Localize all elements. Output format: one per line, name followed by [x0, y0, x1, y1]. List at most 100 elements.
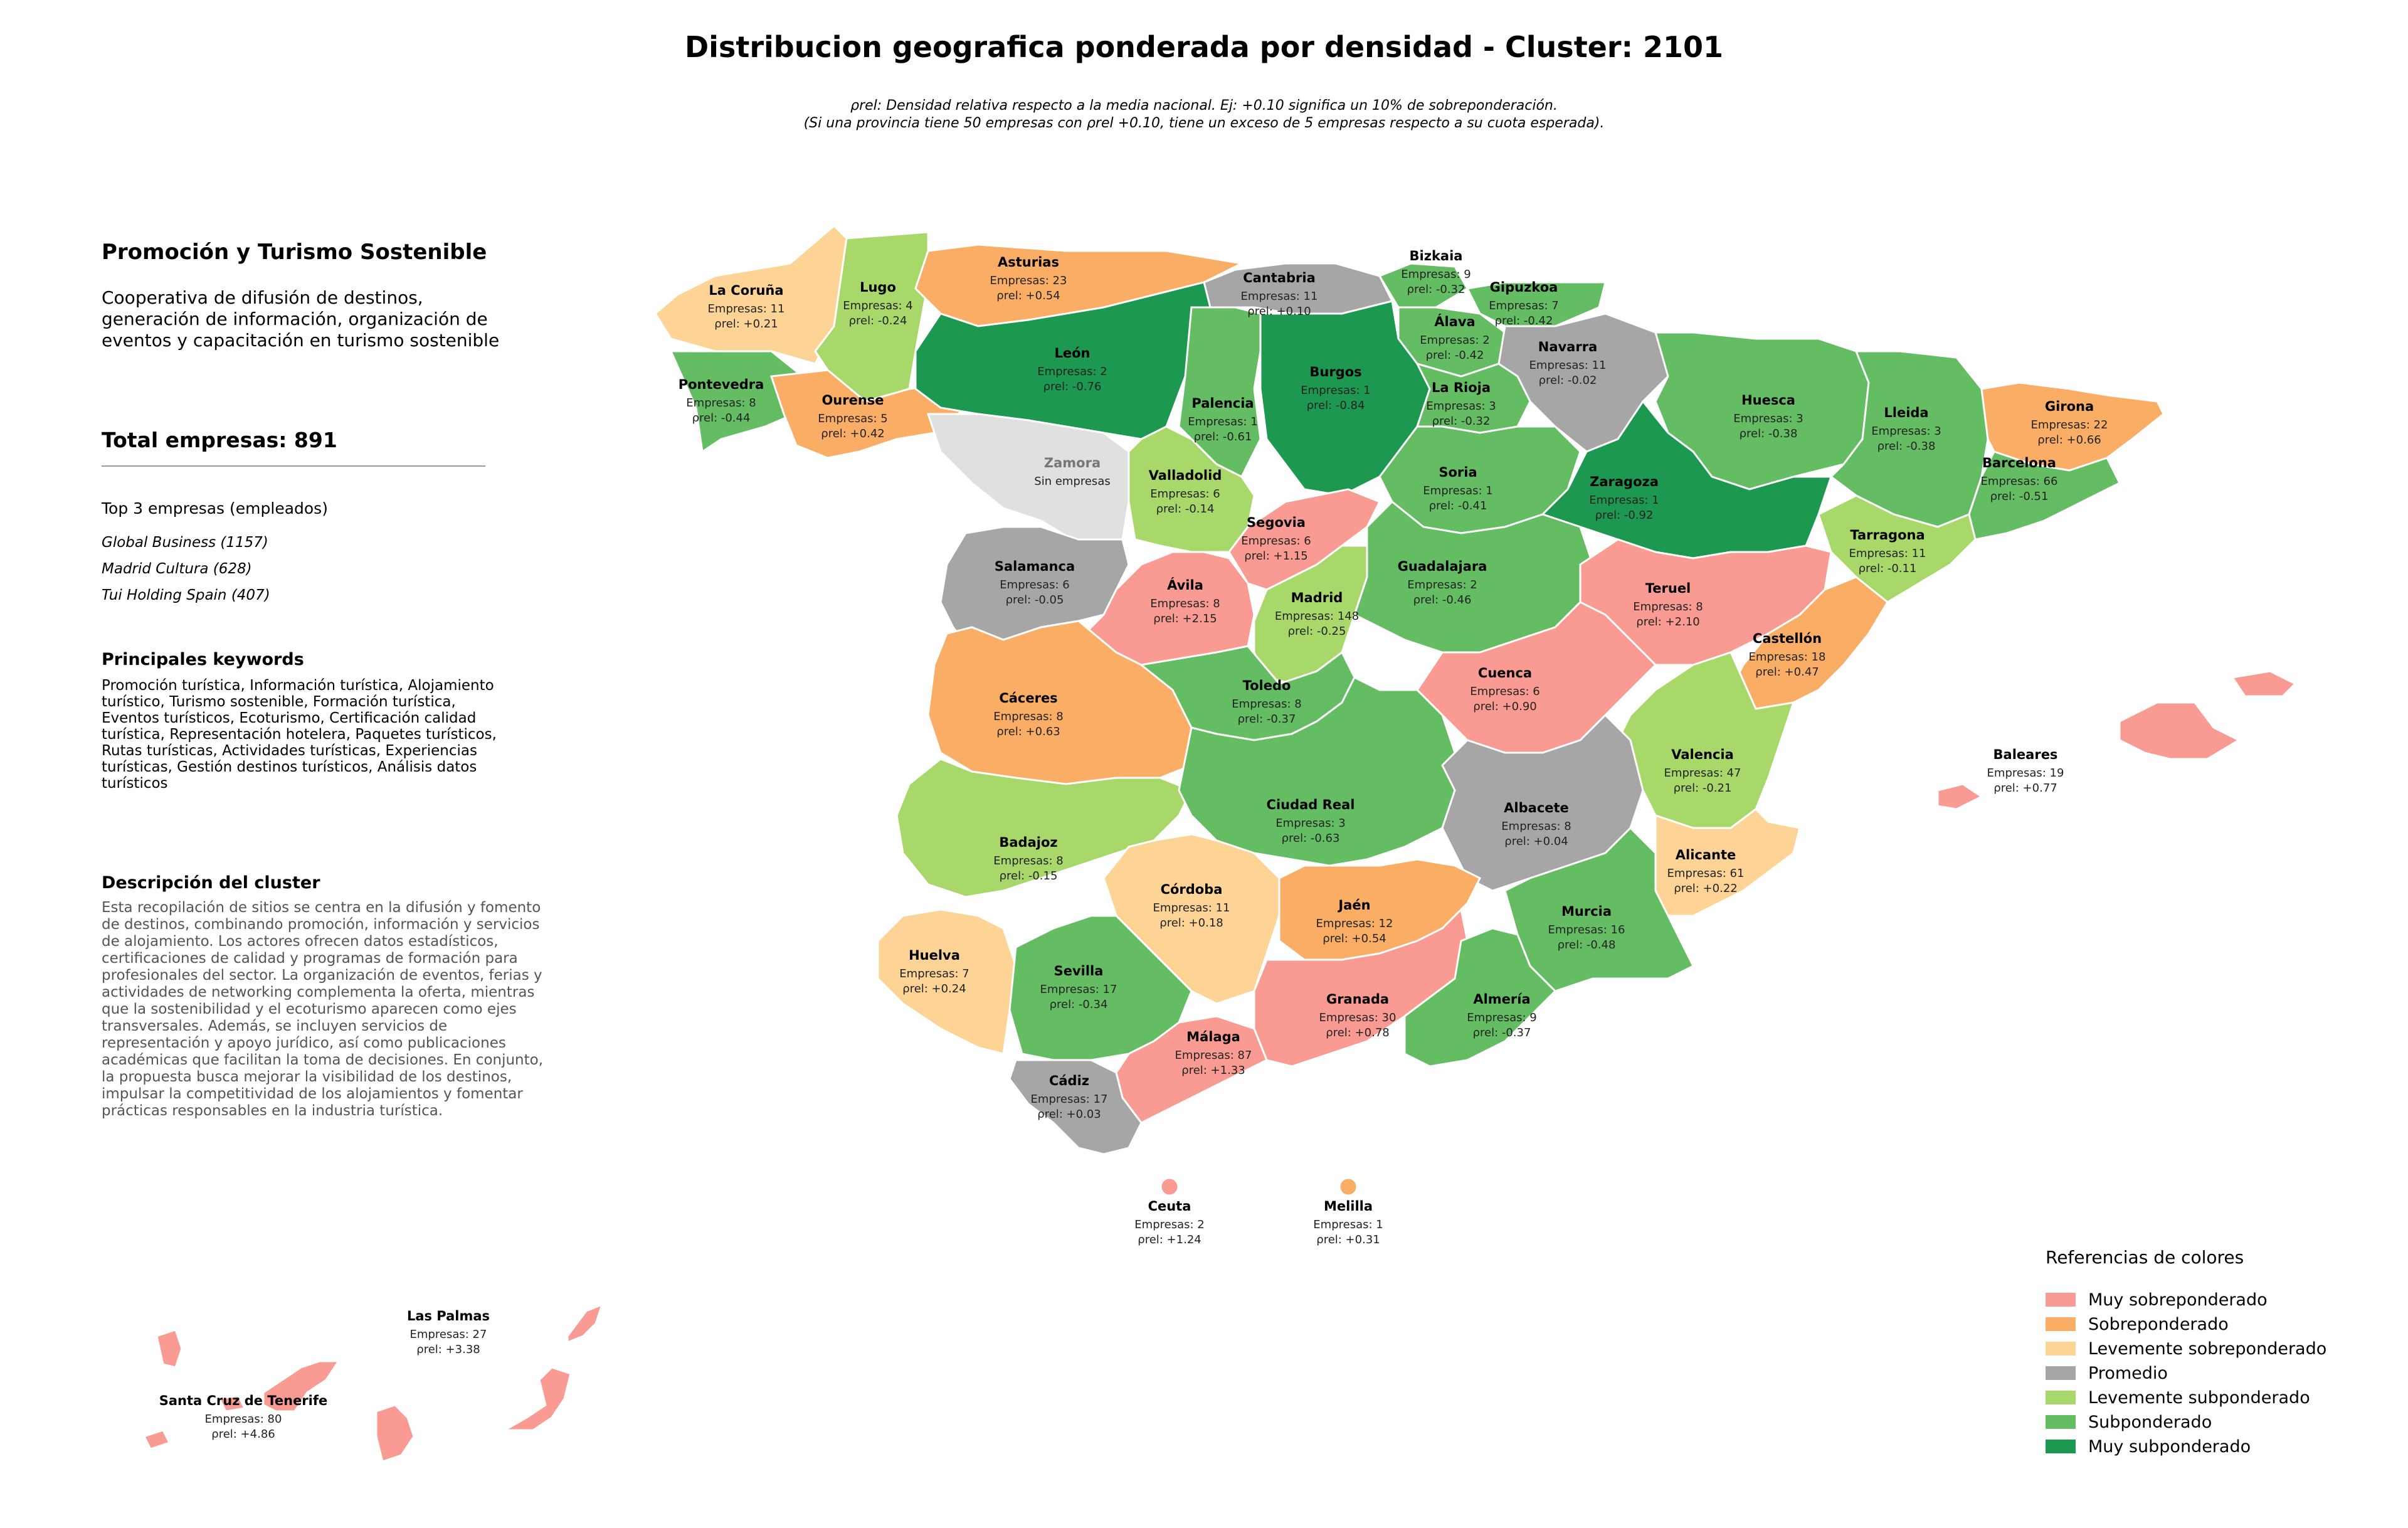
top3-item: Tui Holding Spain (407)	[102, 587, 270, 603]
province-rho-zaragoza: ρrel: -0.92	[1595, 509, 1654, 522]
province-rho-baleares: ρrel: +0.77	[1993, 782, 2057, 795]
province-rho-badajoz: ρrel: -0.15	[1000, 869, 1058, 883]
density-note-line1: ρrel: Densidad relativa respecto a la me…	[850, 98, 1558, 114]
province-companies-melilla: Empresas: 1	[1313, 1218, 1383, 1231]
province-rho-ceuta: ρrel: +1.24	[1138, 1233, 1201, 1246]
province-companies-bizkaia: Empresas: 9	[1401, 268, 1471, 281]
province-name-soria: Soria	[1439, 465, 1477, 480]
province-companies-burgos: Empresas: 1	[1301, 384, 1370, 397]
province-name-la-coruna: La Coruña	[709, 283, 783, 298]
legend-item: Subponderado	[2046, 1411, 2212, 1433]
province-rho-alava: ρrel: -0.42	[1426, 349, 1484, 362]
province-companies-caceres: Empresas: 8	[993, 710, 1063, 723]
province-baleares	[1936, 670, 2297, 810]
province-companies-castellon: Empresas: 18	[1749, 650, 1826, 664]
legend-item: Promedio	[2046, 1362, 2168, 1384]
province-rho-guadalajara: ρrel: -0.46	[1413, 593, 1472, 607]
province-rho-asturias: ρrel: +0.54	[996, 289, 1060, 302]
province-name-ourense: Ourense	[821, 393, 884, 408]
province-companies-valencia: Empresas: 47	[1664, 767, 1741, 780]
province-name-la-rioja: La Rioja	[1432, 380, 1491, 395]
province-name-girona: Girona	[2045, 399, 2094, 414]
legend-label: Promedio	[2088, 1363, 2168, 1383]
province-rho-bizkaia: ρrel: -0.32	[1407, 283, 1465, 296]
province-salamanca	[939, 526, 1130, 654]
province-companies-guadalajara: Empresas: 2	[1407, 578, 1477, 592]
province-rho-albacete: ρrel: +0.04	[1504, 835, 1568, 848]
province-companies-tarragona: Empresas: 11	[1849, 547, 1926, 560]
province-name-malaga: Málaga	[1186, 1029, 1240, 1044]
province-huesca	[1654, 331, 1870, 491]
province-companies-alava: Empresas: 2	[1420, 334, 1489, 347]
province-name-navarra: Navarra	[1538, 339, 1598, 354]
province-companies-toledo: Empresas: 8	[1232, 698, 1301, 711]
province-name-tarragona: Tarragona	[1850, 528, 1925, 543]
province-rho-alicante: ρrel: +0.22	[1674, 882, 1737, 895]
province-name-melilla: Melilla	[1324, 1199, 1373, 1214]
province-name-badajoz: Badajoz	[999, 835, 1057, 850]
province-name-cadiz: Cádiz	[1049, 1073, 1089, 1088]
province-name-madrid: Madrid	[1291, 590, 1343, 605]
province-companies-huesca: Empresas: 3	[1733, 412, 1803, 425]
province-companies-almeria: Empresas: 9	[1467, 1011, 1536, 1024]
legend-swatch	[2046, 1293, 2076, 1307]
legend-item: Muy subponderado	[2046, 1435, 2251, 1458]
province-rho-toledo: ρrel: -0.37	[1238, 713, 1296, 726]
province-palencia	[1178, 306, 1262, 479]
province-rho-jaen: ρrel: +0.54	[1323, 932, 1386, 945]
province-rho-segovia: ρrel: +1.15	[1244, 549, 1307, 563]
province-rho-lugo: ρrel: -0.24	[849, 314, 907, 327]
province-name-jaen: Jaén	[1337, 898, 1370, 913]
province-name-baleares: Baleares	[1993, 747, 2058, 762]
province-name-granada: Granada	[1326, 992, 1389, 1007]
province-companies-la-coruna: Empresas: 11	[708, 302, 785, 316]
province-valladolid	[1127, 425, 1255, 553]
province-almeria	[1403, 927, 1557, 1068]
province-companies-sevilla: Empresas: 17	[1040, 983, 1117, 996]
province-zaragoza	[1541, 400, 1833, 560]
total-companies: Total empresas: 891	[102, 428, 337, 452]
province-companies-albacete: Empresas: 8	[1501, 820, 1571, 833]
province-companies-barcelona: Empresas: 66	[1981, 475, 2058, 488]
province-name-lleida: Lleida	[1884, 405, 1928, 420]
province-rho-malaga: ρrel: +1.33	[1181, 1064, 1245, 1077]
province-companies-ciudad-real: Empresas: 3	[1275, 817, 1345, 830]
legend-item: Levemente subponderado	[2046, 1386, 2310, 1409]
province-name-alava: Álava	[1434, 314, 1475, 329]
province-companies-navarra: Empresas: 11	[1529, 359, 1607, 372]
legend-label: Subponderado	[2088, 1412, 2212, 1432]
province-name-burgos: Burgos	[1309, 364, 1361, 379]
province-companies-gipuzkoa: Empresas: 7	[1489, 299, 1558, 312]
province-las-palmas	[375, 1303, 604, 1463]
province-rho-navarra: ρrel: -0.02	[1539, 374, 1597, 387]
province-name-alicante: Alicante	[1676, 847, 1736, 862]
province-companies-malaga: Empresas: 87	[1175, 1049, 1252, 1062]
description-text: Esta recopilación de sitios se centra en…	[102, 899, 544, 1119]
keywords-text: Promoción turística, Información turísti…	[102, 677, 497, 792]
province-rho-tarragona: ρrel: -0.11	[1859, 562, 1917, 575]
province-name-albacete: Albacete	[1504, 800, 1569, 815]
cluster-name: Promoción y Turismo Sostenible	[102, 240, 487, 265]
province-name-segovia: Segovia	[1247, 515, 1306, 530]
province-companies-huelva: Empresas: 7	[899, 967, 969, 980]
province-companies-segovia: Empresas: 6	[1241, 534, 1311, 548]
province-name-almeria: Almería	[1473, 992, 1530, 1007]
province-name-bizkaia: Bizkaia	[1410, 248, 1463, 263]
province-companies-zamora: Sin empresas	[1034, 475, 1110, 488]
top3-title: Top 3 empresas (empleados)	[102, 499, 328, 517]
province-companies-badajoz: Empresas: 8	[993, 854, 1063, 867]
province-santa-cruz-de-tenerife	[142, 1329, 341, 1450]
province-companies-zaragoza: Empresas: 1	[1589, 494, 1659, 507]
legend-item: Muy sobreponderado	[2046, 1288, 2268, 1311]
province-name-ciudad-real: Ciudad Real	[1267, 797, 1355, 812]
province-rho-huelva: ρrel: +0.24	[902, 982, 966, 995]
province-name-zamora: Zamora	[1044, 455, 1101, 470]
province-name-pontevedra: Pontevedra	[679, 377, 764, 392]
province-rho-ciudad-real: ρrel: -0.63	[1282, 832, 1340, 845]
legend-swatch	[2046, 1342, 2076, 1356]
province-name-valladolid: Valladolid	[1149, 468, 1222, 483]
province-rho-leon: ρrel: -0.76	[1043, 380, 1102, 393]
province-name-guadalajara: Guadalajara	[1398, 559, 1487, 574]
description-title: Descripción del cluster	[102, 873, 320, 893]
